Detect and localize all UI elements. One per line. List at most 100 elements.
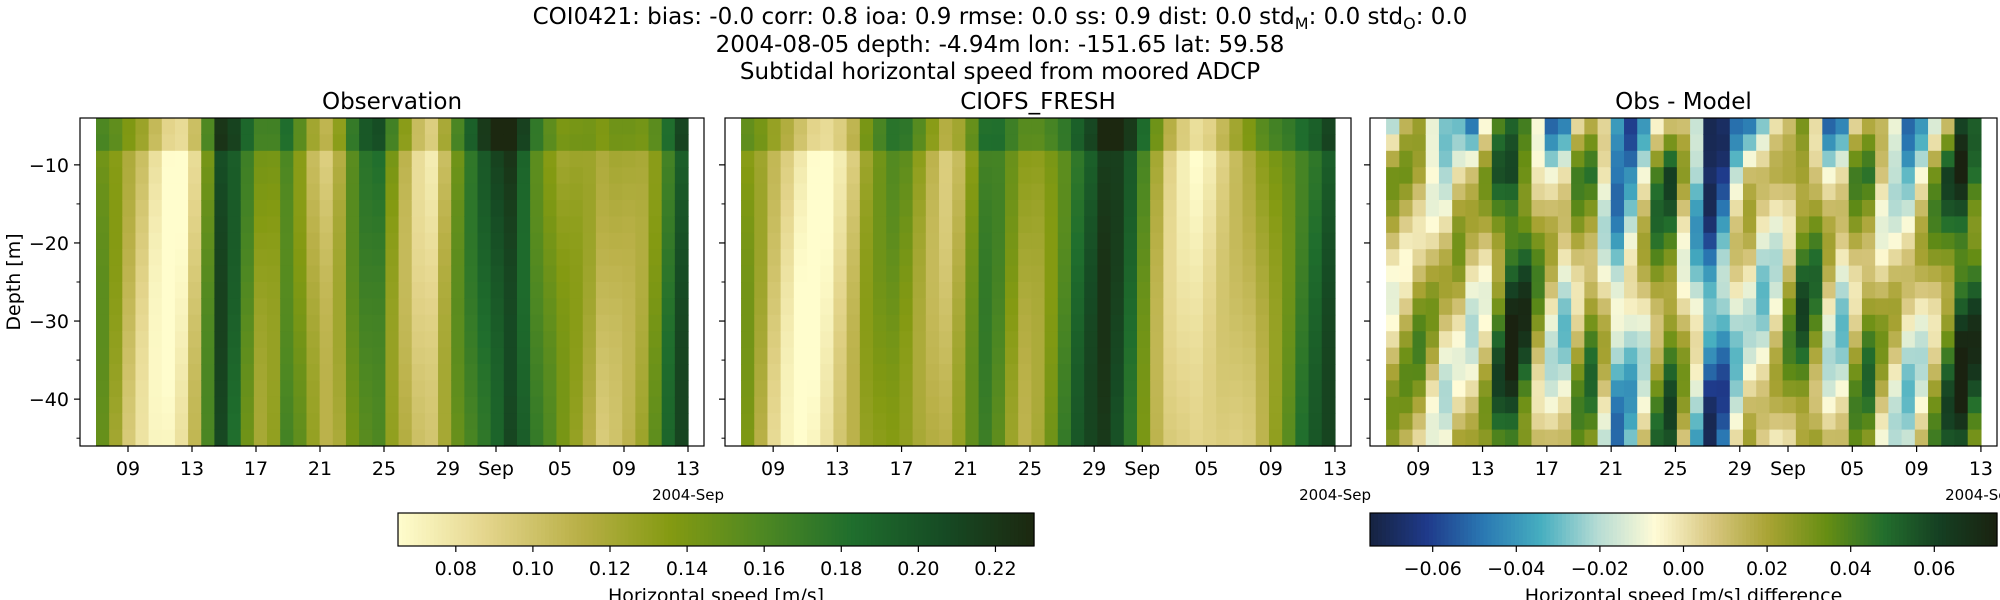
heatmap-cell (1491, 331, 1506, 349)
heatmap-cell (464, 347, 479, 365)
heatmap-cell (1571, 282, 1585, 299)
heatmap-cell (1571, 364, 1585, 381)
heatmap-cell (582, 134, 597, 152)
heatmap-cell (1399, 282, 1414, 299)
heatmap-cell (569, 347, 584, 365)
heatmap-cell (859, 314, 874, 332)
colorbar-segment (1018, 513, 1023, 546)
heatmap-cell (1216, 200, 1230, 217)
heatmap-cell (385, 347, 400, 365)
heatmap-cell (1782, 314, 1797, 332)
heatmap-cell (332, 331, 347, 349)
heatmap-cell (1624, 413, 1638, 431)
colorbar-segment (1836, 513, 1841, 546)
heatmap-cell (1597, 298, 1612, 316)
heatmap-cell (622, 150, 636, 168)
heatmap-cell (793, 314, 808, 332)
heatmap-cell (1954, 167, 1969, 185)
heatmap-cell (293, 167, 308, 185)
heatmap-cell (398, 413, 413, 431)
heatmap-cell (1110, 413, 1125, 431)
heatmap-cell (332, 364, 347, 381)
heatmap-cell (609, 118, 623, 135)
heatmap-cell (1703, 249, 1718, 267)
heatmap-cell (1216, 134, 1230, 152)
heatmap-cell (1557, 298, 1572, 316)
heatmap-cell (490, 298, 505, 316)
heatmap-cell (1650, 232, 1665, 250)
heatmap-cell (424, 347, 439, 365)
heatmap-cell (1386, 331, 1400, 349)
heatmap-cell (411, 396, 426, 414)
colorbar-segment (1475, 513, 1481, 546)
heatmap-cell (319, 429, 334, 447)
heatmap-cell (1229, 232, 1244, 250)
heatmap-cell (1044, 167, 1059, 185)
heatmap-cell (1478, 282, 1493, 299)
heatmap-cell (516, 314, 531, 332)
heatmap-cell (174, 167, 189, 185)
heatmap-cell (1255, 167, 1270, 185)
heatmap-cell (1610, 134, 1625, 152)
heatmap-cell (1386, 118, 1400, 135)
heatmap-cell (912, 200, 927, 217)
heatmap-cell (516, 429, 531, 447)
heatmap-cell (1967, 232, 1982, 250)
heatmap-cell (135, 380, 150, 398)
heatmap-cell (674, 232, 689, 250)
heatmap-cell (1742, 249, 1757, 267)
heatmap-cell (1005, 347, 1019, 365)
heatmap-cell (925, 265, 940, 283)
heatmap-cell (1425, 183, 1440, 201)
heatmap-cell (1822, 347, 1837, 365)
heatmap-cell (1769, 167, 1784, 185)
heatmap-cell (767, 265, 782, 283)
heatmap-cell (319, 200, 334, 217)
heatmap-cell (622, 167, 636, 185)
heatmap-cell (503, 282, 518, 299)
heatmap-cell (1176, 331, 1191, 349)
heatmap-cell (477, 200, 492, 217)
heatmap-cell (1716, 150, 1731, 168)
heatmap-cell (148, 413, 163, 431)
heatmap-cell (148, 200, 163, 217)
colorbar-segment (564, 513, 570, 546)
heatmap-cell (1295, 216, 1310, 234)
heatmap-cell (609, 134, 623, 152)
panel-title: Observation (322, 89, 462, 115)
heatmap-cell (530, 298, 544, 316)
heatmap-cell (1610, 118, 1625, 135)
heatmap-cell (345, 150, 360, 168)
heatmap-cell (122, 118, 137, 135)
heatmap-cell (1941, 298, 1956, 316)
heatmap-cell (978, 183, 993, 201)
heatmap-cell (1189, 396, 1204, 414)
heatmap-cell (1150, 364, 1164, 381)
heatmap-cell (661, 282, 676, 299)
heatmap-cell (873, 118, 887, 135)
heatmap-cell (1531, 167, 1546, 185)
heatmap-cell (1386, 232, 1400, 250)
heatmap-cell (912, 347, 927, 365)
heatmap-cell (109, 265, 123, 283)
heatmap-cell (240, 413, 255, 431)
heatmap-cell (1282, 413, 1296, 431)
heatmap-cell (820, 413, 835, 431)
heatmap-cell (1031, 150, 1046, 168)
heatmap-cell (1308, 150, 1323, 168)
colorbar-segment (839, 513, 844, 546)
heatmap-cell (741, 331, 755, 349)
heatmap-cell (293, 364, 308, 381)
heatmap-cell (635, 380, 650, 398)
heatmap-cell (1491, 183, 1506, 201)
heatmap-cell (1425, 396, 1440, 414)
colorbar-segment (429, 513, 435, 546)
heatmap-cell (451, 413, 465, 431)
heatmap-cell (1835, 200, 1850, 217)
heatmap-cell (240, 429, 255, 447)
heatmap-cell (1321, 118, 1336, 135)
heatmap-cell (569, 232, 584, 250)
colorbar-segment (501, 513, 506, 546)
heatmap-cell (1282, 331, 1296, 349)
heatmap-cell (820, 249, 835, 267)
